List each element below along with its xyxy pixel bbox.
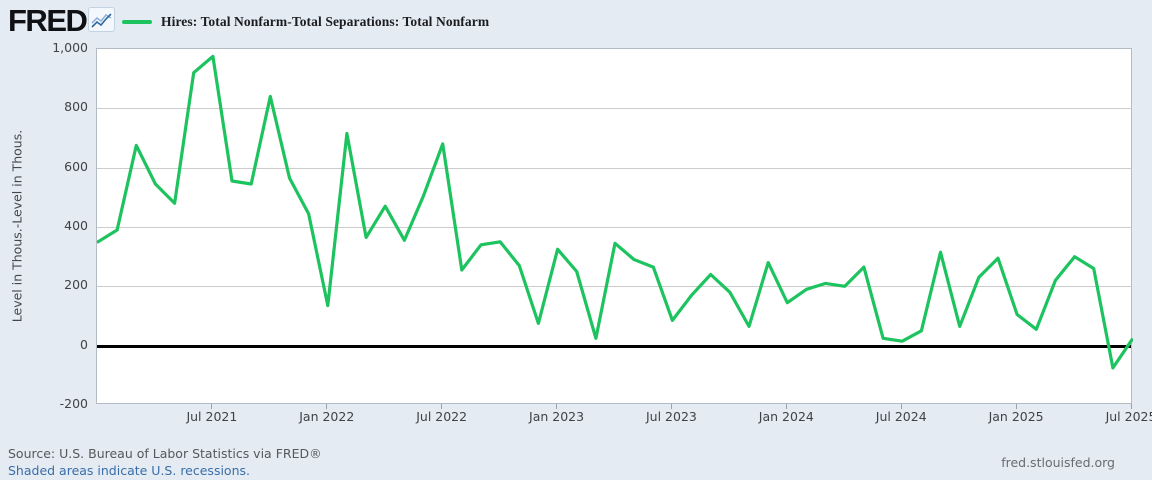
gridline [97, 286, 1131, 287]
y-tick-label: 800 [64, 99, 88, 115]
y-tick-label: 200 [64, 277, 88, 293]
recessions-note-link[interactable]: Shaded areas indicate U.S. recessions. [8, 463, 250, 478]
x-tick-label: Jul 2023 [646, 409, 697, 424]
x-tick-mark [441, 404, 443, 409]
x-tick-label: Jul 2025 [1105, 409, 1152, 424]
x-tick-mark [900, 404, 902, 409]
series-line [96, 49, 1134, 409]
x-tick-mark [211, 404, 213, 409]
fred-logo: FRED [8, 3, 93, 38]
y-tick-label: 1,000 [52, 40, 88, 55]
x-tick-mark [1015, 404, 1017, 409]
x-tick-mark [1130, 404, 1132, 409]
x-tick-label: Jul 2021 [186, 409, 238, 424]
chart-header: FRED Hires: Total Nonfarm-Total Separati… [0, 0, 1152, 48]
legend: Hires: Total Nonfarm-Total Separations: … [122, 11, 489, 33]
x-tick-mark [670, 404, 672, 409]
x-tick-mark [326, 404, 328, 409]
x-tick-label: Jul 2024 [875, 409, 927, 424]
x-tick-mark [556, 404, 558, 409]
fred-logo-text: FRED [8, 3, 88, 38]
source-text: Source: U.S. Bureau of Labor Statistics … [8, 446, 322, 461]
zero-line [97, 345, 1131, 348]
y-tick-label: 600 [64, 158, 88, 174]
gridline [97, 108, 1131, 109]
fred-sparkline-icon [88, 7, 115, 32]
legend-line-swatch [122, 20, 152, 24]
x-tick-label: Jan 2023 [529, 409, 585, 424]
plot-area [96, 48, 1134, 404]
y-tick-label: 0 [80, 336, 88, 352]
y-tick-label: -200 [59, 396, 88, 411]
gridline [97, 227, 1131, 228]
x-tick-mark [785, 404, 787, 409]
legend-label: Hires: Total Nonfarm-Total Separations: … [161, 14, 490, 29]
x-tick-label: Jan 2022 [299, 409, 355, 424]
fred-site-link[interactable]: fred.stlouisfed.org [1001, 455, 1115, 470]
x-tick-label: Jul 2022 [416, 409, 468, 424]
x-tick-label: Jan 2024 [758, 409, 814, 424]
gridline [97, 168, 1131, 169]
y-tick-label: 400 [64, 218, 88, 233]
x-tick-label: Jan 2025 [988, 409, 1044, 424]
